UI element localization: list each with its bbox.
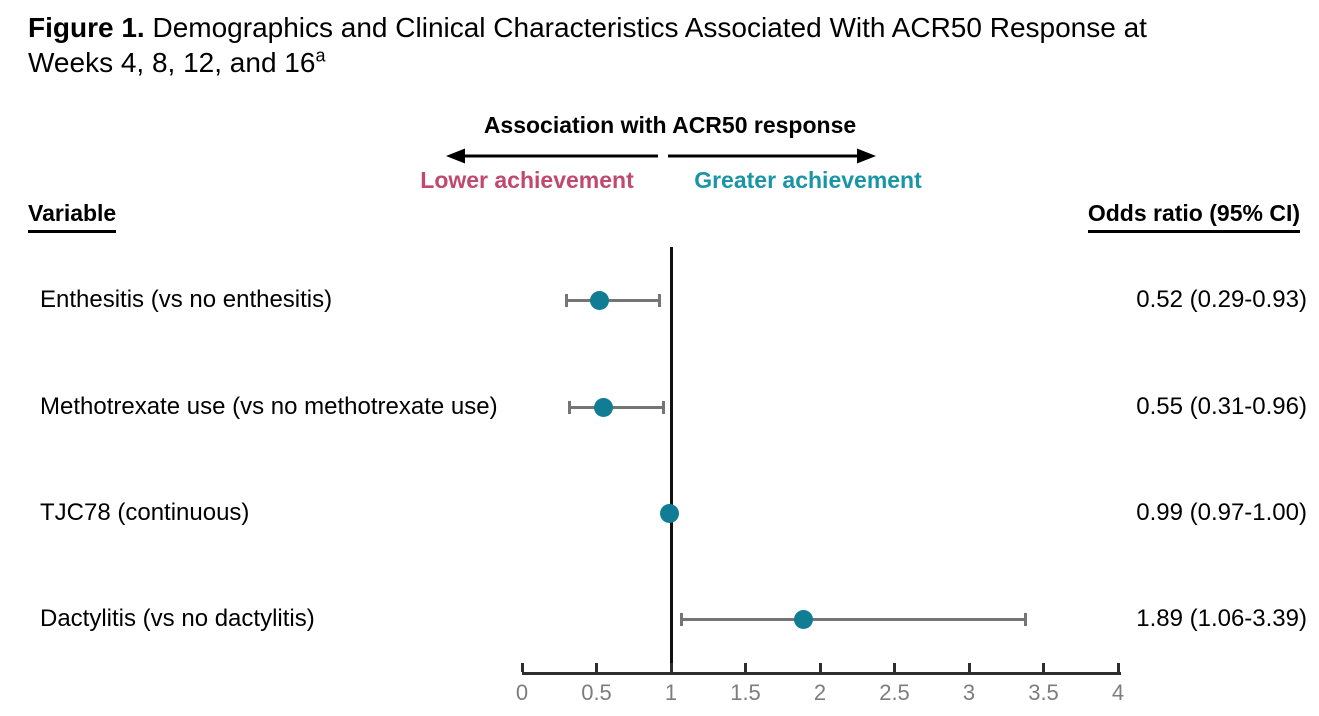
association-header: Association with ACR50 response — [483, 112, 857, 138]
axis-tick-label: 2 — [813, 680, 827, 705]
confidence-interval-bar — [565, 293, 661, 307]
axis-tick — [520, 663, 524, 672]
axis-tick-label: 1.5 — [730, 680, 761, 705]
left-arrow-icon — [446, 148, 658, 164]
axis-tick-label: 3.5 — [1028, 680, 1059, 705]
odds-ratio-value: 0.52 (0.29-0.93) — [1136, 286, 1307, 313]
figure-title-text: Demographics and Clinical Characteristic… — [144, 12, 1147, 43]
figure-number: Figure 1. — [28, 12, 145, 43]
axis-tick-label: 0 — [515, 680, 529, 705]
right-arrow-icon — [668, 148, 876, 164]
ci-upper-cap — [657, 293, 661, 307]
variable-column-header: Variable — [28, 200, 117, 233]
x-axis-line — [522, 672, 1121, 675]
ci-upper-cap — [1024, 612, 1028, 626]
ci-upper-cap — [662, 400, 666, 414]
odds-ratio-point — [660, 503, 679, 523]
ci-lower-cap — [679, 612, 683, 626]
greater-achievement-label: Greater achievement — [694, 167, 922, 193]
odds-ratio-point — [794, 609, 814, 629]
figure-title-line1: Figure 1. Demographics and Clinical Char… — [28, 12, 1147, 43]
axis-tick — [893, 663, 896, 672]
axis-tick — [1042, 663, 1045, 672]
axis-tick — [744, 663, 747, 672]
ci-lower-cap — [568, 400, 572, 414]
variable-row-label: Enthesitis (vs no enthesitis) — [40, 286, 333, 313]
axis-tick — [1116, 663, 1120, 672]
variable-row-label: Methotrexate use (vs no methotrexate use… — [40, 393, 498, 420]
lower-achievement-label: Lower achievement — [420, 167, 634, 193]
axis-tick-label: 2.5 — [879, 680, 910, 705]
variable-row-label: Dactylitis (vs no dactylitis) — [40, 605, 315, 632]
odds-ratio-value: 0.99 (0.97-1.00) — [1136, 499, 1307, 526]
confidence-interval-bar — [568, 400, 666, 414]
footnote-marker: a — [315, 45, 326, 66]
variable-row-label: TJC78 (continuous) — [40, 499, 250, 526]
axis-tick — [595, 663, 598, 672]
axis-tick-label: 1 — [664, 680, 678, 705]
direction-arrows — [446, 148, 876, 164]
odds-ratio-point — [589, 290, 609, 310]
odds-ratio-point — [594, 397, 614, 417]
axis-tick-label: 3 — [962, 680, 976, 705]
ci-lower-cap — [565, 293, 569, 307]
axis-tick-label: 0.5 — [581, 680, 612, 705]
axis-tick — [818, 663, 822, 672]
odds-ratio-column-header: Odds ratio (95% CI) — [1000, 200, 1300, 233]
odds-ratio-value: 0.55 (0.31-0.96) — [1136, 393, 1307, 420]
axis-tick — [967, 663, 971, 672]
figure-title: Figure 1. Demographics and Clinical Char… — [28, 10, 1258, 80]
figure-title-line2: Weeks 4, 8, 12, and 16a — [28, 45, 326, 78]
axis-tick — [669, 663, 673, 672]
odds-ratio-value: 1.89 (1.06-3.39) — [1136, 605, 1307, 632]
reference-line — [669, 247, 673, 672]
axis-tick-label: 4 — [1111, 680, 1125, 705]
confidence-interval-bar — [679, 612, 1028, 626]
